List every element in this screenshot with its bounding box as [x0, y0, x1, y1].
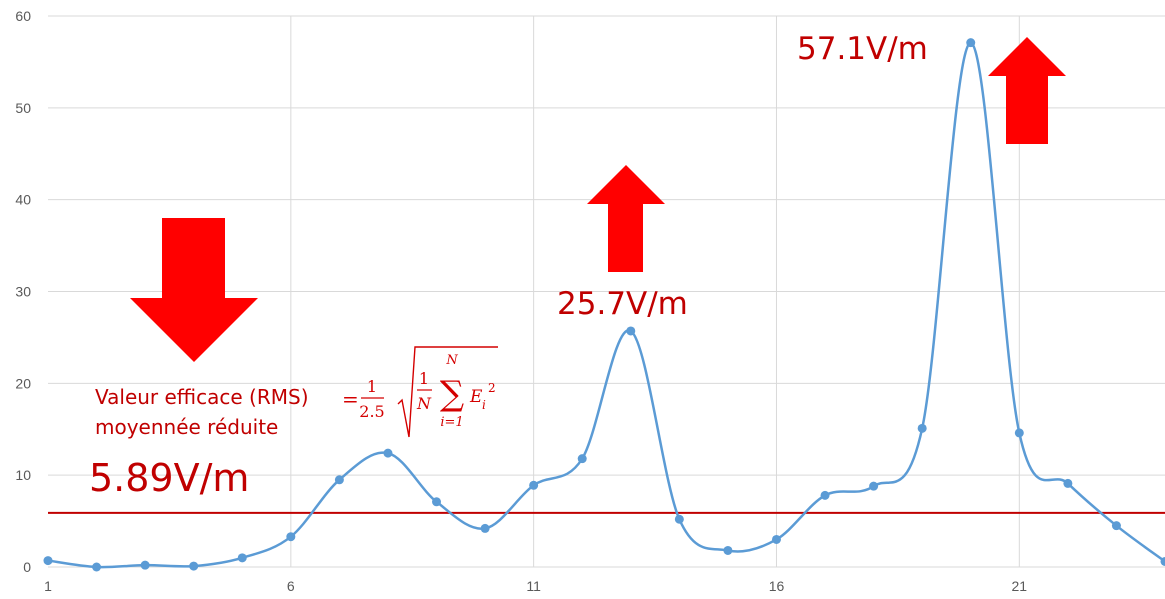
data-point — [1111, 521, 1121, 531]
formula-numerator: 1 — [367, 377, 377, 396]
data-point — [674, 514, 684, 524]
peak-mid-label: 25.7V/m — [557, 286, 688, 322]
data-point — [723, 545, 733, 555]
data-point — [432, 497, 442, 507]
y-tick-label: 30 — [15, 284, 31, 300]
x-tick-label: 1 — [44, 578, 52, 594]
y-axis-ticks: 0 10 20 30 40 50 60 — [15, 8, 31, 575]
y-tick-label: 60 — [15, 8, 31, 24]
data-point — [92, 562, 102, 572]
x-axis-ticks: 1 6 11 16 21 — [44, 578, 1027, 594]
formula-denominator: 2.5 — [359, 402, 384, 421]
data-point — [334, 475, 344, 485]
formula-term: E — [469, 387, 483, 407]
x-tick-label: 16 — [769, 578, 785, 594]
data-point — [869, 481, 879, 491]
up-arrow-icon — [988, 37, 1066, 144]
data-point — [1014, 428, 1024, 438]
rms-formula: = 1 2.5 1 N N ∑ i=1 E i 2 — [342, 346, 498, 438]
formula-subscript: i — [482, 398, 486, 412]
y-tick-label: 50 — [15, 100, 31, 116]
series-line — [47, 41, 1165, 569]
data-point — [237, 553, 247, 563]
data-point — [140, 560, 150, 570]
x-tick-label: 11 — [526, 578, 541, 594]
formula-superscript: 2 — [488, 381, 496, 395]
up-arrow-icon — [587, 165, 665, 272]
data-point — [626, 326, 636, 336]
data-point — [480, 523, 490, 533]
data-point — [1063, 478, 1073, 488]
formula-sum-lower: i=1 — [440, 415, 463, 430]
rms-caption-line2: moyennée réduite — [95, 415, 278, 439]
x-tick-label: 6 — [287, 578, 295, 594]
formula-inner-numerator: 1 — [419, 369, 429, 388]
data-point — [286, 532, 296, 542]
formula-sum-symbol: ∑ — [440, 374, 464, 414]
data-point — [966, 38, 976, 48]
data-point — [43, 556, 53, 566]
peak-max-label: 57.1V/m — [797, 31, 928, 67]
formula-sum-upper: N — [445, 353, 458, 368]
rms-caption-line1: Valeur efficace (RMS) — [95, 385, 309, 409]
series-points — [43, 38, 1165, 572]
formula-sqrt-sign — [397, 346, 498, 438]
y-tick-label: 20 — [15, 375, 31, 391]
x-tick-label: 21 — [1012, 578, 1028, 594]
y-tick-label: 10 — [15, 467, 31, 483]
rms-value-label: 5.89V/m — [89, 456, 249, 500]
data-point — [383, 448, 393, 458]
data-point — [917, 423, 927, 433]
down-arrow-icon — [130, 218, 258, 362]
y-tick-label: 0 — [23, 559, 31, 575]
y-tick-label: 40 — [15, 192, 31, 208]
data-point — [771, 534, 781, 544]
data-point — [1160, 556, 1165, 566]
data-point — [820, 490, 830, 500]
data-point — [189, 561, 199, 571]
data-point — [577, 454, 587, 464]
data-point — [529, 480, 539, 490]
formula-inner-denominator: N — [416, 394, 432, 413]
grid — [48, 15, 1165, 567]
formula-equals: = — [342, 387, 359, 411]
